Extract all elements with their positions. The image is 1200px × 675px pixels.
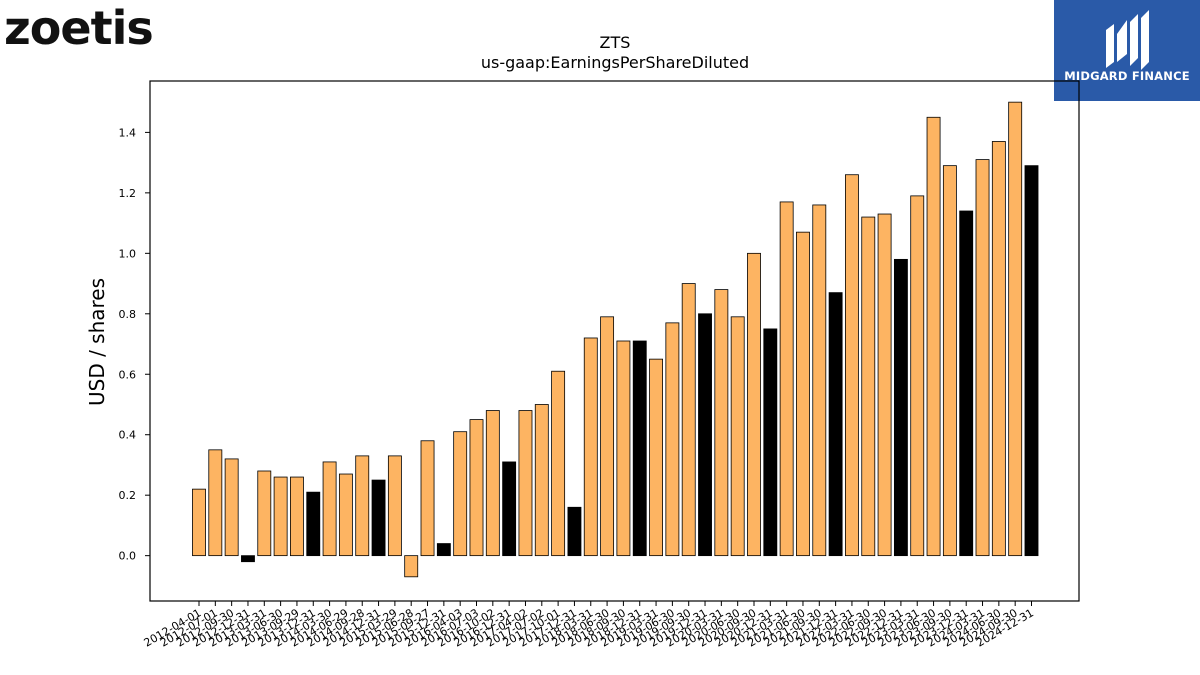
bar-2016-07-03 [469,419,484,557]
bar-2024-03-31 [975,159,990,557]
y-axis-label: USD / shares [85,278,109,406]
bar-2022-06-30 [861,216,876,557]
badge-text: MIDGARD FINANCE [1064,69,1190,83]
bar-2014-06-29 [338,473,353,557]
bar-2017-10-01 [551,370,566,557]
chart-title: ZTS [600,33,631,52]
chart-subtitle: us-gaap:EarningsPerShareDiluted [481,53,749,72]
bar-2013-12-31 [306,491,321,557]
y-tick-label: 1.4 [119,126,137,139]
bar-2020-06-30 [730,316,745,557]
bar-2018-06-30 [600,316,615,557]
bar-2023-12-31 [959,210,974,557]
bar-2020-12-31 [763,328,778,557]
bar-2021-06-30 [796,231,810,557]
bar-2024-12-31 [1024,165,1039,557]
bars-group [192,101,1039,578]
y-axis: 0.0 0.2 0.4 0.6 0.8 1.0 1.2 1.4 [119,126,150,563]
y-tick-label: 0.0 [119,550,137,563]
bar-2016-12-31 [502,461,517,557]
bar-2018-09-30 [616,340,631,557]
bar-2015-12-31 [436,543,451,557]
y-tick-label: 1.2 [119,187,137,200]
bar-2017-07-02 [534,404,549,557]
bar-2019-12-31 [698,313,712,557]
bar-2013-06-30 [273,476,288,557]
y-tick-label: 0.2 [119,489,137,502]
midgard-emblem-icon [1106,10,1149,70]
bar-2013-09-29 [290,476,304,557]
bar-2017-12-31 [567,506,582,557]
zoetis-logo: zoetis [4,1,154,55]
bar-2016-04-03 [453,431,468,557]
bar-2015-09-27 [420,440,435,557]
y-tick-label: 0.8 [119,308,137,321]
bar-2024-09-30 [1008,101,1023,557]
bar-2019-06-30 [665,322,680,557]
bar-2012-07-01 [208,449,223,557]
y-tick-label: 0.6 [119,368,137,381]
bar-2021-03-31 [779,201,794,557]
bar-2020-09-30 [747,252,761,557]
bar-2018-12-31 [632,340,647,557]
bar-2021-09-30 [812,204,827,557]
bar-2014-03-30 [322,461,337,557]
bar-2014-12-31 [371,479,386,557]
bar-2021-12-31 [828,292,843,557]
bar-2012-09-30 [224,458,239,557]
bar-2012-04-01 [192,488,206,557]
bar-2020-03-31 [714,289,729,557]
bar-2019-03-31 [649,358,663,557]
bar-2023-09-30 [942,165,957,557]
bar-2022-03-31 [845,174,859,557]
bar-2016-10-02 [485,410,500,557]
bar-2019-09-30 [681,283,696,557]
x-axis: 2012-04-012012-07-012012-09-302012-12-31… [142,601,1036,650]
midgard-finance-logo: MIDGARD FINANCE [1054,0,1200,101]
bar-2012-12-31 [241,555,255,563]
bar-2022-09-30 [877,213,892,557]
bar-2023-03-31 [910,195,925,557]
bar-2014-09-28 [355,455,370,557]
y-tick-label: 0.4 [119,429,137,442]
bar-2018-03-31 [583,337,598,557]
bar-2013-03-31 [257,470,272,557]
y-tick-label: 1.0 [119,247,137,260]
bar-2023-06-30 [926,116,941,557]
bar-2022-12-31 [893,258,908,557]
bar-2017-04-02 [518,410,533,557]
bar-2015-03-29 [387,455,402,557]
plot-frame [149,80,1080,602]
bar-2015-06-28 [404,555,419,578]
bar-2024-06-30 [991,141,1006,557]
